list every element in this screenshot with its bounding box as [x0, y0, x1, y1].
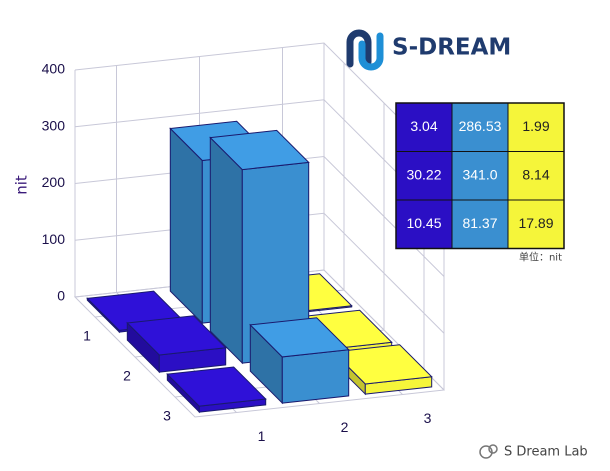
table-cell	[395, 151, 453, 201]
table-cell-text: 3.04	[410, 118, 437, 134]
y-tick-label: 0	[57, 288, 65, 304]
bar-side	[169, 127, 203, 325]
table-cell-text: 17.89	[518, 215, 553, 231]
table-cell	[451, 199, 509, 249]
bar-top	[126, 315, 227, 356]
y-axis-label: nit	[13, 175, 31, 195]
bar	[249, 317, 350, 405]
table-border	[395, 102, 565, 250]
bar	[209, 129, 310, 365]
bar	[126, 315, 227, 374]
logo-icon	[346, 29, 384, 71]
x-tick-label: 2	[341, 419, 349, 435]
depth-tick-label: 3	[163, 408, 171, 424]
watermark-icon	[479, 444, 498, 459]
table-note: 单位：nit	[519, 251, 562, 264]
bar-top	[332, 344, 433, 385]
table-cell-text: 8.14	[522, 166, 549, 182]
table-cell-text: 341.0	[462, 166, 497, 182]
bar-top	[166, 366, 267, 407]
category-grid-line	[94, 63, 345, 318]
table-cell-text: 10.45	[406, 215, 441, 231]
table-cell-text: 30.22	[406, 166, 441, 182]
x-tick-label: 1	[258, 428, 266, 444]
watermark-text: S Dream Lab	[504, 445, 588, 460]
bar-side	[209, 136, 243, 365]
bar-top	[249, 317, 350, 358]
bar	[166, 366, 267, 414]
y-tick-label: 200	[42, 174, 66, 190]
bar-front	[281, 349, 350, 404]
table-cell-text: 286.53	[459, 118, 502, 134]
bar-top	[209, 129, 310, 171]
depth-tick-label: 1	[83, 328, 91, 344]
table-cell-text: 81.37	[462, 215, 497, 231]
y-tick-label: 400	[42, 61, 66, 77]
y-tick-label: 100	[42, 231, 66, 247]
y-tick-label: 300	[42, 117, 66, 133]
logo-text: S-DREAM	[392, 35, 511, 61]
table-cell	[451, 102, 509, 152]
table-cell-text: 1.99	[522, 118, 549, 134]
depth-tick-label: 2	[123, 368, 131, 384]
x-tick-label: 3	[424, 410, 432, 426]
